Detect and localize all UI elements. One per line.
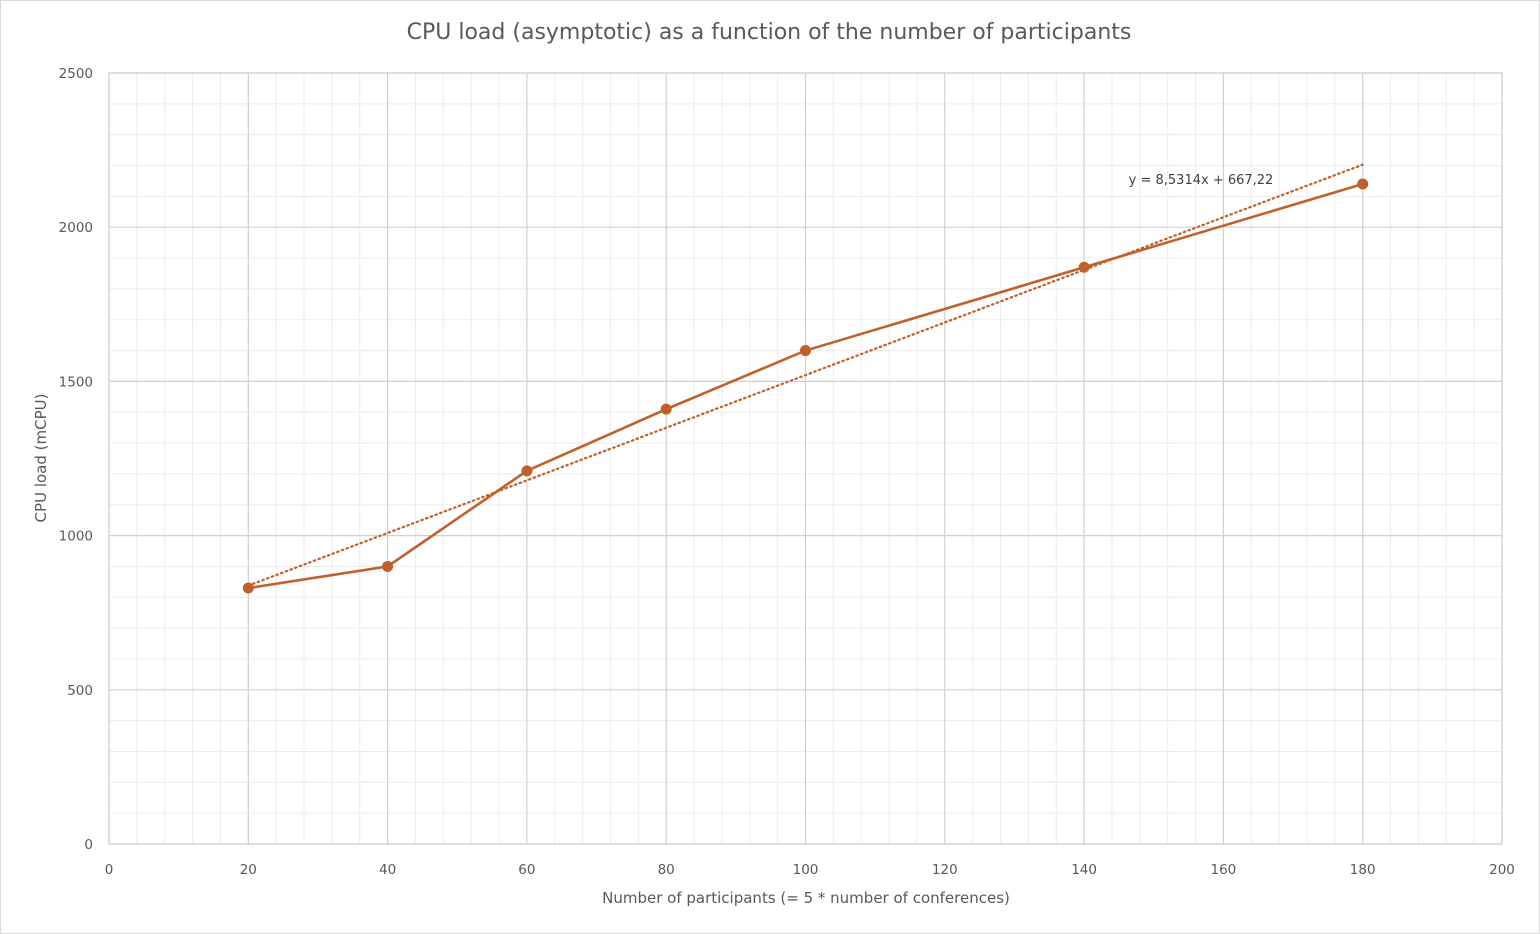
data-point: [1357, 178, 1369, 190]
data-point: [382, 560, 394, 572]
trendline-equation: y = 8,5314x + 667,22: [1129, 173, 1274, 188]
x-tick-label: 120: [932, 862, 958, 878]
y-tick-label: 1500: [59, 374, 93, 390]
x-tick-label: 40: [379, 862, 396, 878]
x-tick-label: 80: [658, 862, 675, 878]
chart-title: CPU load (asymptotic) as a function of t…: [407, 20, 1132, 45]
x-tick-label: 20: [240, 862, 257, 878]
x-tick-label: 100: [793, 862, 819, 878]
x-tick-label: 200: [1489, 862, 1515, 878]
x-axis-title: Number of participants (= 5 * number of …: [602, 889, 1010, 907]
data-point: [242, 582, 254, 594]
x-tick-label: 0: [105, 862, 114, 878]
data-point: [1078, 261, 1090, 273]
plot-border: [108, 72, 1503, 845]
x-tick-label: 160: [1211, 862, 1237, 878]
y-tick-label: 0: [84, 837, 93, 853]
x-tick-label: 60: [518, 862, 535, 878]
x-tick-label: 140: [1071, 862, 1097, 878]
linear-trendline: [247, 163, 1364, 587]
y-tick-labels: 0 500 1000 1500 2000 2500: [59, 66, 93, 853]
y-tick-label: 1000: [59, 529, 93, 545]
y-tick-label: 2500: [59, 66, 93, 82]
y-tick-label: 2000: [59, 220, 93, 236]
data-point: [660, 403, 672, 415]
plot-area-border: [108, 72, 1503, 845]
major-grid: [108, 72, 1503, 845]
x-tick-labels: 0 20 40 60 80 100 120 140 160 180 200: [105, 862, 1515, 878]
data-point: [800, 345, 811, 357]
series-layer: [242, 178, 1369, 594]
trendline-layer: [247, 163, 1364, 587]
y-tick-label: 500: [67, 683, 93, 699]
data-point: [521, 465, 533, 477]
y-axis-title: CPU load (mCPU): [32, 394, 50, 523]
x-tick-label: 180: [1350, 862, 1376, 878]
